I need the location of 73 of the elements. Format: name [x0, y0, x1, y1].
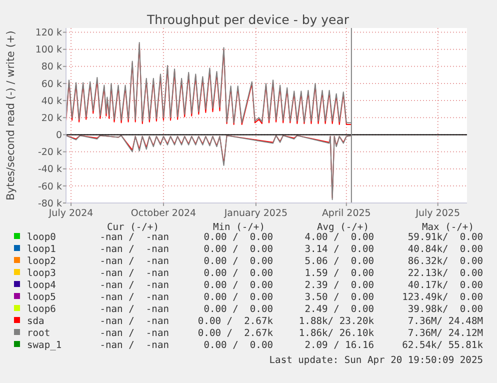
text: 123.49k/ 0.00: [402, 292, 484, 303]
text: -nan / -nan: [100, 268, 169, 279]
legend-label: loop6: [27, 304, 56, 315]
text: 0.00 / 2.67k: [198, 328, 274, 339]
text: 0.00 / 0.00: [204, 292, 274, 303]
text: Avg (-/+): [317, 222, 369, 233]
y-tick-label: 120 k: [35, 28, 62, 39]
text: 0.00 / 0.00: [204, 256, 274, 267]
text: -nan / -nan: [100, 244, 169, 255]
x-tick-label: October 2024: [130, 208, 196, 219]
y-tick-label: 40 k: [41, 96, 62, 107]
text: 62.54k/ 55.81k: [402, 340, 484, 351]
text: 0.00 / 0.00: [204, 340, 274, 351]
text: -nan / -nan: [100, 232, 169, 243]
text: 0.00 / 0.00: [204, 232, 274, 243]
text: 22.13k/ 0.00: [408, 268, 484, 279]
text: -nan / -nan: [100, 256, 169, 267]
y-tick-label: -80 k: [38, 198, 62, 210]
text: 0.00 / 0.00: [204, 304, 274, 315]
text: 1.59 / 0.00: [304, 268, 374, 279]
text: -nan / -nan: [100, 304, 169, 315]
text: 0.00 / 0.00: [204, 244, 274, 255]
text: 4.00 / 0.00: [304, 232, 374, 243]
text: -nan / -nan: [100, 292, 169, 303]
legend-label: root: [27, 328, 50, 339]
legend-label: sda: [27, 316, 44, 327]
y-tick-label: -20 k: [38, 147, 62, 158]
text: 5.06 / 0.00: [304, 256, 374, 267]
y-tick-label: -40 k: [38, 164, 62, 176]
x-tick-label: April 2025: [322, 208, 371, 219]
text: 40.84k/ 0.00: [408, 244, 484, 255]
text: 2.09 / 16.16: [304, 340, 374, 351]
text: -nan / -nan: [100, 328, 169, 339]
legend-label: swap_1: [27, 340, 62, 351]
text: 7.36M/ 24.12M: [408, 328, 484, 339]
legend-label: loop1: [27, 244, 56, 255]
legend-label: loop3: [27, 268, 56, 279]
y-tick-label: 100 k: [35, 44, 62, 56]
y-axis-title: Bytes/second read (-) / write (+): [5, 30, 17, 200]
text: Cur (-/+): [107, 222, 159, 233]
text: 86.32k/ 0.00: [408, 256, 484, 267]
text: 40.17k/ 0.00: [408, 280, 484, 291]
text: -nan / -nan: [100, 340, 169, 351]
y-tick-label: 0: [56, 130, 62, 142]
text: 1.86k/ 26.10k: [298, 328, 374, 339]
text: Min (-/+): [213, 222, 265, 233]
text: 7.36M/ 24.48M: [408, 316, 484, 327]
text: 0.00 / 0.00: [204, 268, 274, 279]
x-tick-label: July 2025: [414, 208, 460, 219]
legend-label: loop0: [27, 232, 56, 243]
text: 3.50 / 0.00: [304, 292, 374, 303]
text: -nan / -nan: [100, 316, 169, 327]
text: -nan / -nan: [100, 280, 169, 291]
legend-label: loop4: [27, 280, 56, 291]
text: 0.00 / 0.00: [204, 280, 274, 291]
text: Last update: Sun Apr 20 19:50:09 2025: [269, 355, 483, 366]
text: 1.88k/ 23.20k: [298, 316, 374, 327]
legend-label: loop2: [27, 256, 56, 267]
y-tick-label: 20 k: [41, 112, 62, 124]
y-tick-label: 60 k: [41, 78, 62, 90]
text: Max (-/+): [422, 222, 474, 233]
text: 39.98k/ 0.00: [408, 304, 484, 315]
text: 2.49 / 0.00: [304, 304, 374, 315]
text: 0.00 / 2.67k: [198, 316, 274, 327]
text: 59.91k/ 0.00: [408, 232, 484, 243]
y-tick-label: -60 k: [38, 181, 62, 192]
x-tick-label: July 2024: [48, 208, 94, 219]
x-tick-label: January 2025: [223, 208, 288, 219]
text: 3.14 / 0.00: [304, 244, 374, 255]
y-tick-label: 80 k: [41, 62, 62, 73]
text: 2.39 / 0.00: [304, 280, 374, 291]
legend-label: loop5: [27, 292, 56, 303]
chart-title: Throughput per device - by year: [146, 12, 350, 27]
